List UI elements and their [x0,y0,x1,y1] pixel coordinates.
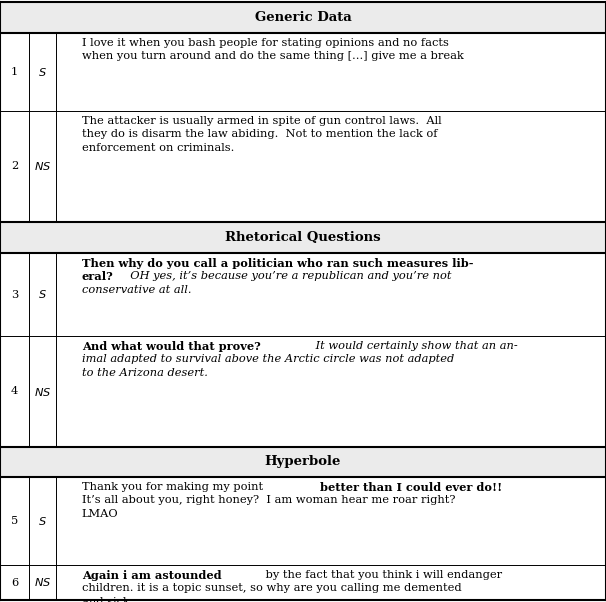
Text: better than I could ever do!!: better than I could ever do!! [320,482,502,493]
Text: eral?: eral? [82,272,113,282]
Text: and sick.: and sick. [82,597,133,602]
Text: 6: 6 [11,577,18,588]
Text: Again i am astounded: Again i am astounded [82,570,221,581]
Text: 3: 3 [11,290,18,300]
Text: OH yes, it’s because you’re a republican and you’re not: OH yes, it’s because you’re a republican… [123,272,451,281]
Text: Generic Data: Generic Data [255,11,351,24]
Bar [0,222,606,253]
Text: $NS$: $NS$ [34,161,51,173]
Text: $S$: $S$ [38,515,47,527]
Text: conservative at all.: conservative at all. [82,285,191,295]
Text: $S$: $S$ [38,66,47,78]
Text: Thank you for making my point: Thank you for making my point [82,482,267,492]
Text: It’s all about you, right honey?  I am woman hear me roar right?: It’s all about you, right honey? I am wo… [82,495,455,505]
Text: enforcement on criminals.: enforcement on criminals. [82,143,234,153]
Text: The attacker is usually armed in spite of gun control laws.  All: The attacker is usually armed in spite o… [82,116,441,126]
Text: Hyperbole: Hyperbole [265,456,341,468]
Text: when you turn around and do the same thing [...] give me a break: when you turn around and do the same thi… [82,51,464,61]
Text: 2: 2 [11,161,18,172]
Text: $NS$: $NS$ [34,577,51,589]
Bar [0,447,606,477]
Text: 5: 5 [11,516,18,526]
Text: I love it when you bash people for stating opinions and no facts: I love it when you bash people for stati… [82,38,448,48]
Text: they do is disarm the law abiding.  Not to mention the lack of: they do is disarm the law abiding. Not t… [82,129,438,139]
Text: children. it is a topic sunset, so why are you calling me demented: children. it is a topic sunset, so why a… [82,583,461,594]
Text: $NS$: $NS$ [34,385,51,397]
Text: to the Arizona desert.: to the Arizona desert. [82,368,208,378]
Text: 4: 4 [11,386,18,397]
Text: 1: 1 [11,67,18,77]
Bar [0,2,606,33]
Text: And what would that prove?: And what would that prove? [82,341,261,352]
Text: Rhetorical Questions: Rhetorical Questions [225,231,381,244]
Text: imal adapted to survival above the Arctic circle was not adapted: imal adapted to survival above the Arcti… [82,355,454,364]
Text: Then why do you call a politician who ran such measures lib-: Then why do you call a politician who ra… [82,258,473,269]
Text: LMAO: LMAO [82,509,118,519]
Text: $S$: $S$ [38,288,47,300]
Text: It would certainly show that an an-: It would certainly show that an an- [313,341,518,351]
Text: by the fact that you think i will endanger: by the fact that you think i will endang… [262,570,502,580]
